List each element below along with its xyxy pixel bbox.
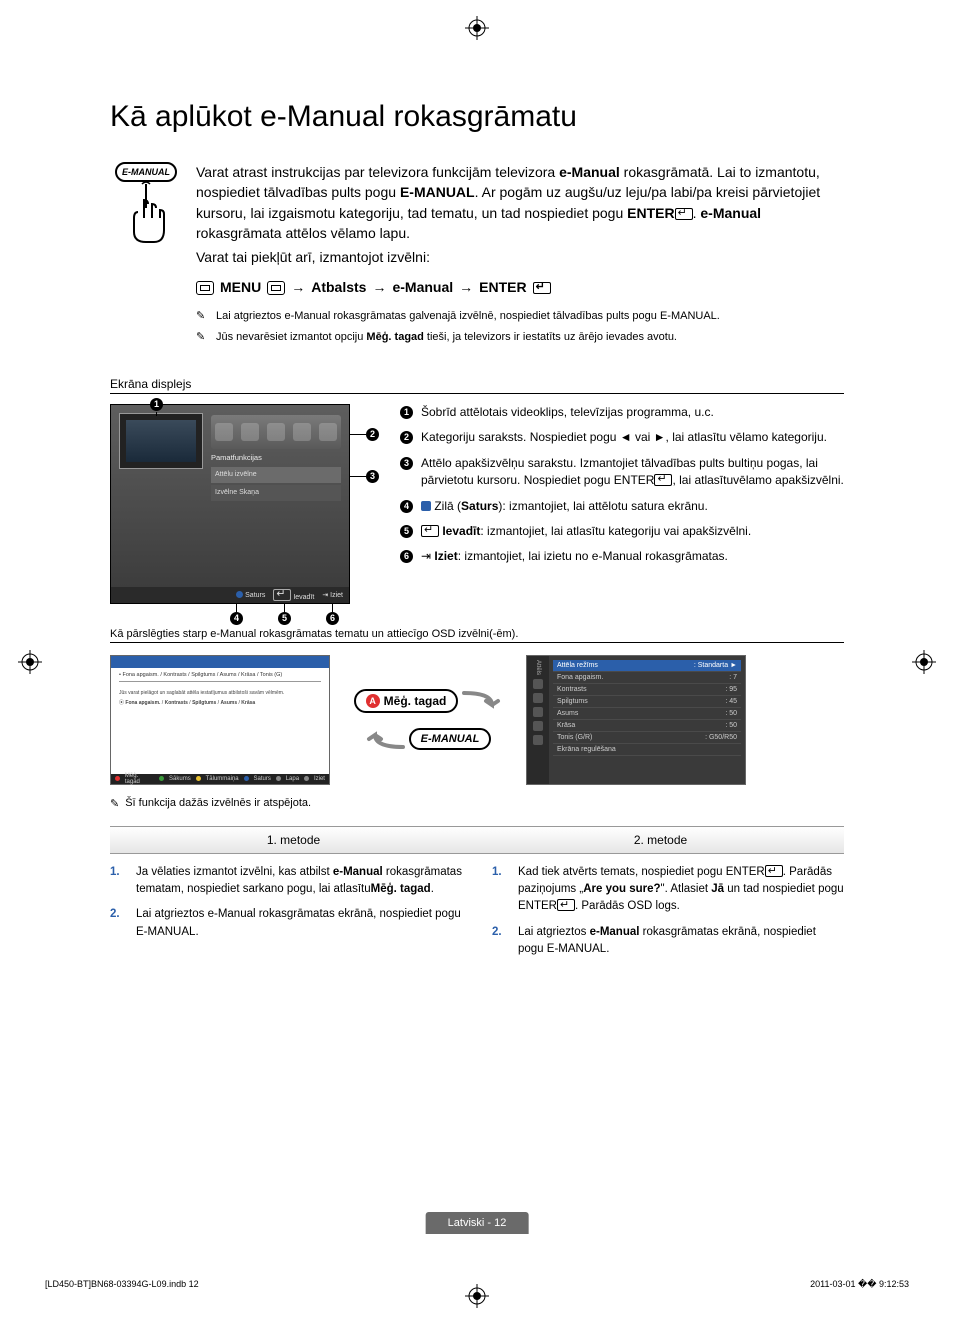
enter-icon — [675, 208, 693, 220]
print-date: 2011-03-01 �� 9:12:53 — [810, 1279, 909, 1290]
arrow-right-icon — [462, 689, 502, 713]
tv-screenshot: Pamatfunkcijas Attēlu izvēlne Izvēlne Sk… — [110, 404, 380, 604]
method-1-steps: 1.Ja vēlaties izmantot izvēlni, kas atbi… — [110, 864, 462, 966]
text: E-MANUAL — [400, 184, 475, 200]
note: ✎ Šī funkcija dažās izvēlnēs ir atspējot… — [110, 797, 844, 810]
text: rokasgrāmata attēlos vēlamo lapu. — [196, 225, 410, 241]
callout-3: 3 — [400, 457, 413, 470]
intro-paragraph: Varat atrast instrukcijas par televizora… — [196, 162, 844, 351]
switch-arrows: AMēģ. tagad E-MANUAL — [348, 689, 508, 751]
remote-icon — [196, 281, 214, 295]
print-footer: [LD450-BT]BN68-03394G-L09.indb 12 2011-0… — [45, 1279, 909, 1290]
callout-4: 4 — [230, 612, 243, 625]
print-file: [LD450-BT]BN68-03394G-L09.indb 12 — [45, 1279, 199, 1290]
panel-subheader: • Fona apgaism. / Kontrasts / Spilgtums … — [119, 672, 321, 682]
section-heading: Kā pārslēgties starp e-Manual rokasgrāma… — [110, 628, 844, 643]
legend-text: ⇥ Iziet: izmantojiet, lai izietu no e-Ma… — [421, 548, 728, 565]
section-heading: Ekrāna displejs — [110, 377, 844, 394]
menu-path: MENU → Atbalsts → e-Manual → ENTER — [196, 277, 844, 297]
emanual-topic-panel: • Fona apgaism. / Kontrasts / Spilgtums … — [110, 655, 330, 785]
method-2-header: 2. metode — [477, 826, 844, 854]
hand-icon — [120, 178, 172, 248]
step-text: Lai atgrieztos e-Manual rokasgrāmatas ek… — [136, 906, 462, 941]
text: e-Manual — [392, 277, 453, 297]
callout-3: 3 — [366, 470, 379, 483]
blue-d-icon — [421, 501, 431, 511]
arrow-icon: → — [459, 277, 473, 297]
callout-4: 4 — [400, 500, 413, 513]
blue-dot-icon — [236, 591, 243, 598]
tv-footer: Saturs Ievadīt ⇥ Iziet — [111, 587, 349, 603]
submenu-row: Attēlu izvēlne — [211, 467, 341, 483]
legend-text: Ievadīt: izmantojiet, lai atlasītu kateg… — [421, 523, 751, 540]
callout-5: 5 — [400, 525, 413, 538]
step-text: Ja vēlaties izmantot izvēlni, kas atbils… — [136, 864, 462, 899]
page-number: Latviski - 12 — [426, 1212, 529, 1234]
category-label: Pamatfunkcijas — [211, 453, 262, 462]
note-icon: ✎ — [196, 329, 210, 347]
panel-footer: Mēģ. tagadSākumsTālummaiņaSatursLapaIzie… — [111, 774, 329, 784]
enter-icon — [654, 474, 672, 486]
note-icon: ✎ — [196, 308, 210, 326]
note-text: Šī funkcija dažās izvēlnēs ir atspējota. — [125, 797, 311, 810]
arrow-icon: → — [291, 277, 305, 297]
text: Varat atrast instrukcijas par televizora… — [196, 164, 559, 180]
arrow-icon: → — [372, 277, 386, 297]
text: Varat tai piekļūt arī, izmantojot izvēln… — [196, 247, 844, 267]
legend-list: 1 Šobrīd attēlotais videoklips, televīzij… — [400, 404, 844, 574]
panel-body: Jūs varat pielāgot un saglabāt attēla ie… — [119, 690, 321, 707]
enter-icon — [557, 899, 575, 911]
text: ENTER — [479, 277, 526, 297]
note-icon: ✎ — [110, 797, 119, 810]
callout-2: 2 — [366, 428, 379, 441]
callout-1: 1 — [400, 406, 413, 419]
callout-5: 5 — [278, 612, 291, 625]
legend-text: Šobrīd attēlotais videoklips, televīzija… — [421, 404, 714, 421]
crop-mark-icon — [465, 16, 489, 40]
submenu-row: Izvēlne Skaņa — [211, 485, 341, 501]
enter-icon — [421, 525, 439, 537]
legend-text: Zilā (Saturs): izmantojiet, lai attēlotu… — [421, 498, 708, 515]
enter-icon — [273, 589, 291, 601]
step-text: Lai atgrieztos e-Manual rokasgrāmatas ek… — [518, 924, 844, 959]
note-text: Lai atgrieztos e-Manual rokasgrāmatas ga… — [216, 308, 720, 326]
callout-1: 1 — [150, 398, 163, 411]
method-1-header: 1. metode — [110, 826, 477, 854]
red-a-icon: A — [366, 694, 380, 708]
emanual-pill: E-MANUAL — [409, 728, 492, 750]
methods-header: 1. metode 2. metode — [110, 826, 844, 854]
crop-mark-icon — [18, 650, 42, 674]
text: Atbalsts — [311, 277, 366, 297]
osd-menu-panel: Attēls Attēla režīms: Standarta ►Fona ap… — [526, 655, 746, 785]
note-text: Jūs nevarēsiet izmantot opciju Mēģ. taga… — [216, 329, 677, 347]
menu-icon — [267, 281, 285, 295]
try-now-pill: AMēģ. tagad — [354, 689, 459, 713]
text: MENU — [220, 277, 261, 297]
text: ENTER — [627, 205, 674, 221]
page-title: Kā aplūkot e-Manual rokasgrāmatu — [110, 100, 844, 134]
emanual-remote-icon: E-MANUAL — [110, 162, 182, 351]
enter-icon — [533, 282, 551, 294]
category-icons — [211, 415, 341, 449]
callout-6: 6 — [400, 550, 413, 563]
side-label: Attēls — [535, 660, 541, 675]
video-thumb — [119, 413, 203, 469]
callout-6: 6 — [326, 612, 339, 625]
text: e-Manual — [700, 205, 761, 221]
arrow-left-icon — [365, 727, 405, 751]
enter-icon — [765, 865, 783, 877]
method-2-steps: 1.Kad tiek atvērts temats, nospiediet po… — [492, 864, 844, 966]
legend-text: Attēlo apakšizvēlņu sarakstu. Izmantojie… — [421, 455, 844, 490]
step-text: Kad tiek atvērts temats, nospiediet pogu… — [518, 864, 844, 916]
crop-mark-icon — [912, 650, 936, 674]
callout-2: 2 — [400, 431, 413, 444]
text: e-Manual — [559, 164, 620, 180]
legend-text: Kategoriju saraksts. Nospiediet pogu ◄ v… — [421, 429, 827, 446]
